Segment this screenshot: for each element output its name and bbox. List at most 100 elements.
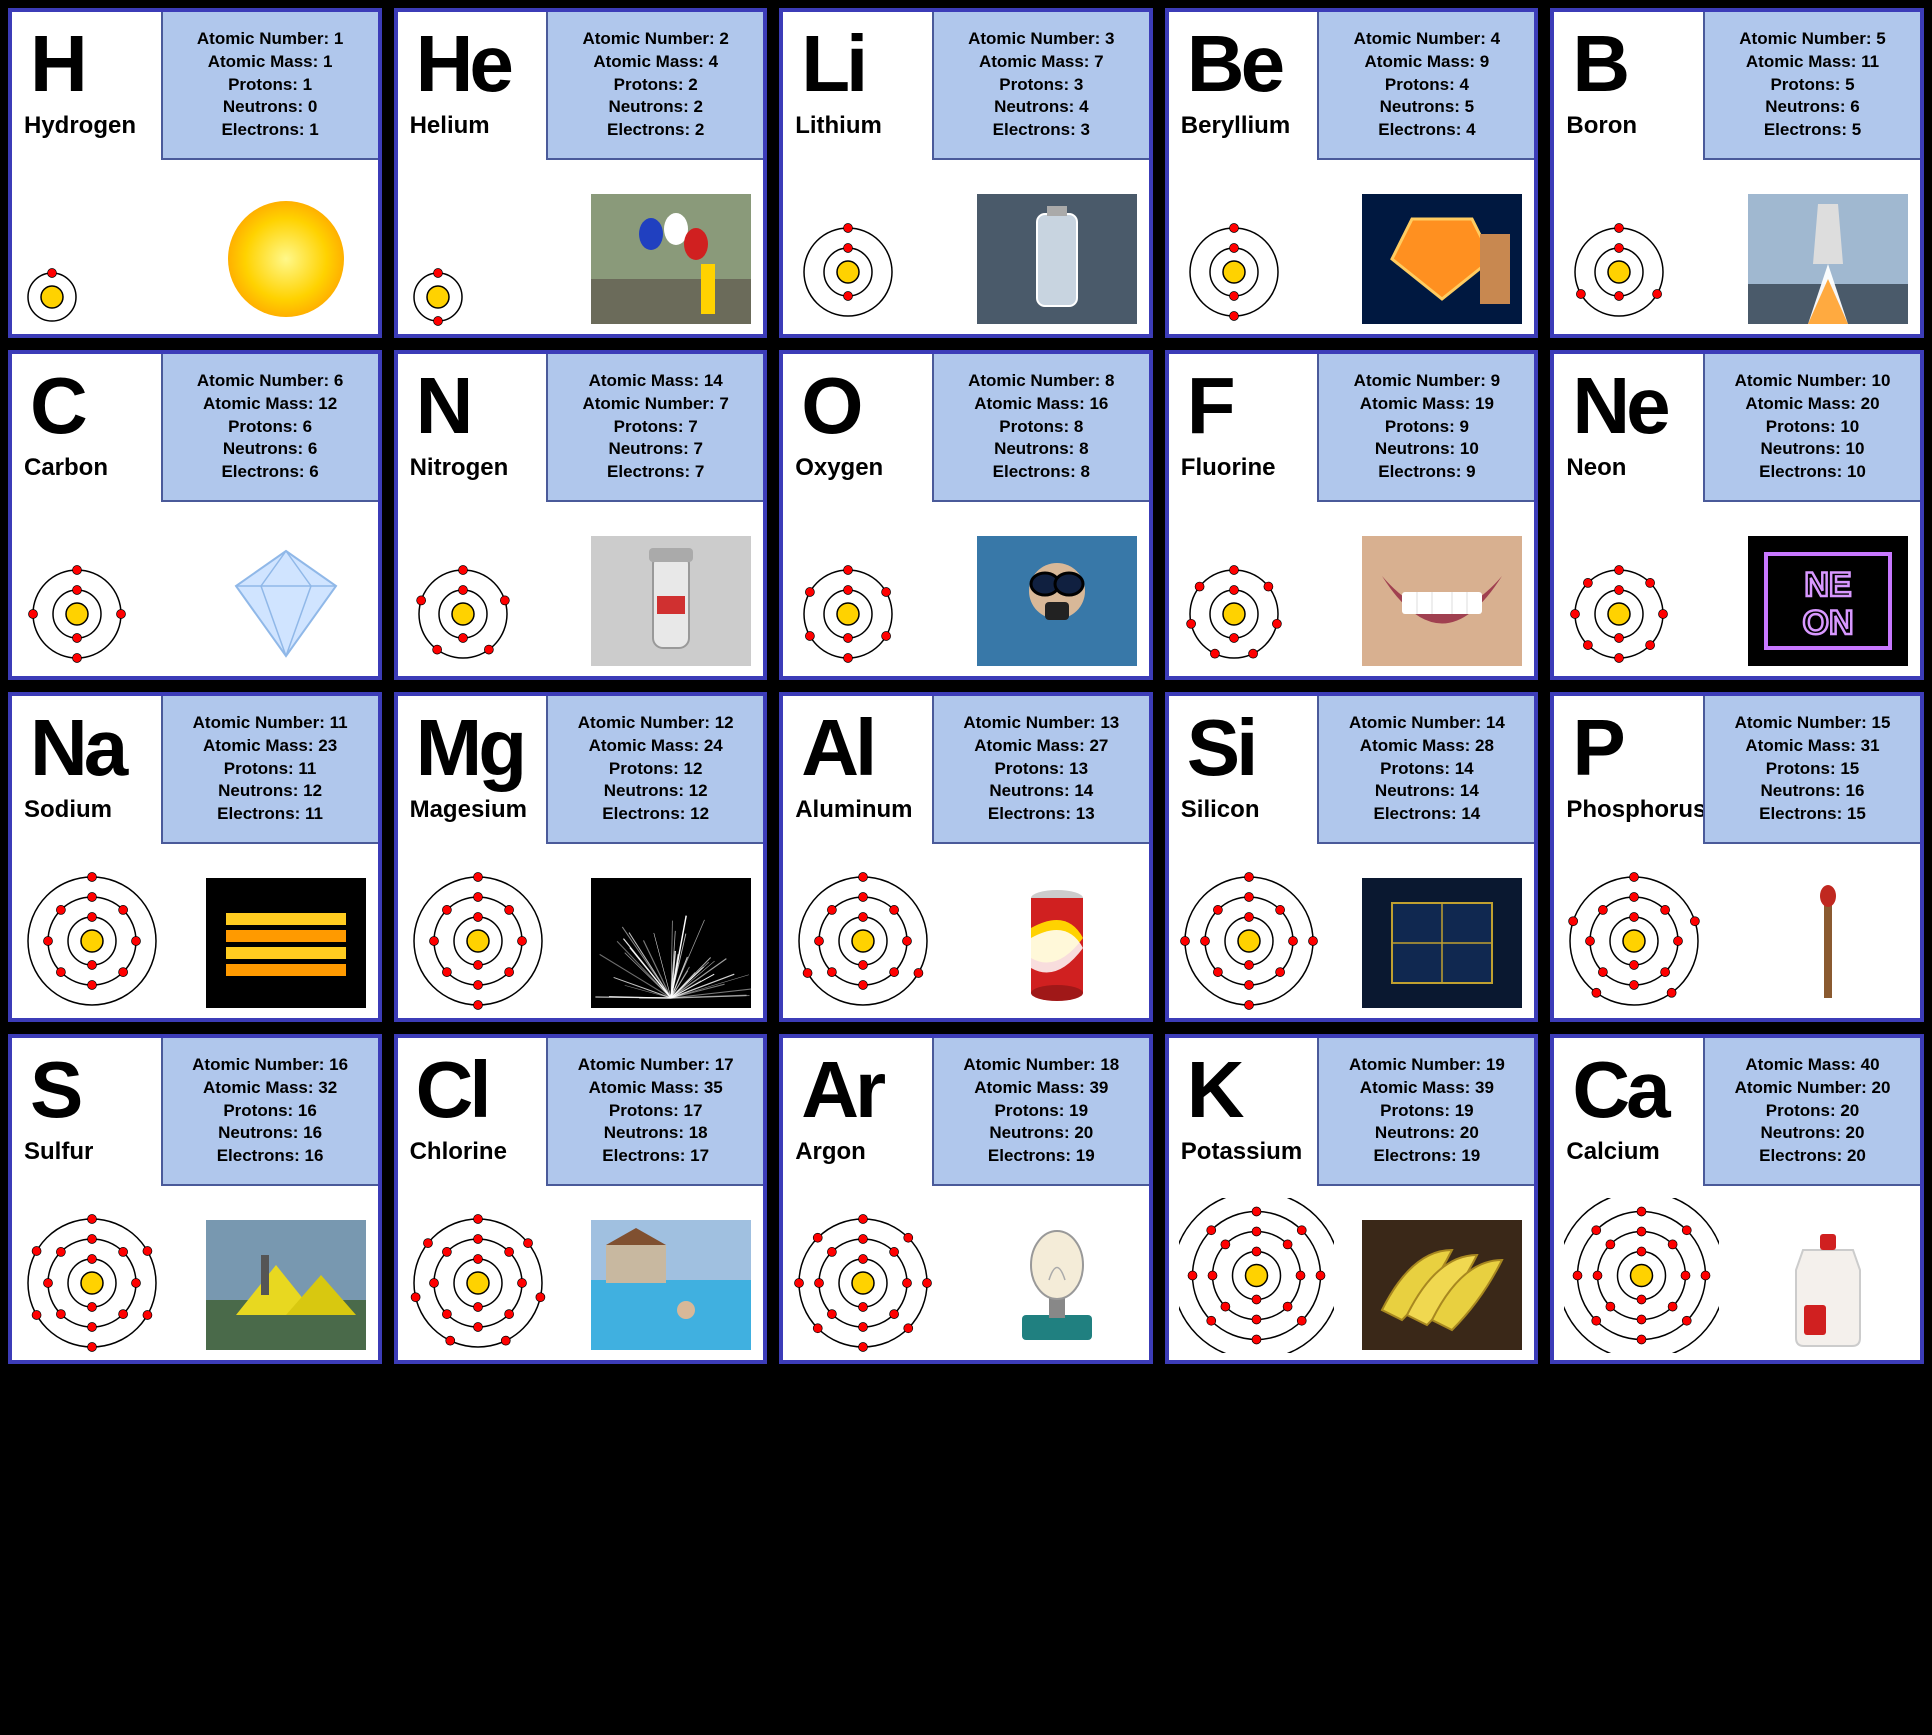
info-box: Atomic Number: 1Atomic Mass: 1Protons: 1… [161, 12, 378, 160]
info-atomic-number: Atomic Number: 12 [578, 712, 734, 735]
info-neutrons: Neutrons: 12 [218, 780, 322, 803]
example-image-icon [206, 878, 366, 1008]
bohr-model-icon [793, 871, 933, 1016]
info-electrons: Electrons: 9 [1378, 461, 1475, 484]
info-neutrons: Neutrons: 14 [1375, 780, 1479, 803]
info-neutrons: Neutrons: 8 [994, 438, 1088, 461]
element-symbol: Ne [1572, 360, 1666, 452]
element-card-f: F Fluorine Atomic Number: 9Atomic Mass: … [1165, 350, 1539, 680]
bohr-model-icon [408, 559, 518, 674]
info-atomic-number: Atomic Number: 2 [582, 28, 728, 51]
element-card-p: P Phosphorus Atomic Number: 15Atomic Mas… [1550, 692, 1924, 1022]
info-atomic-number: Atomic Number: 11 [193, 712, 348, 735]
element-card-n: N Nitrogen Atomic Mass: 14Atomic Number:… [394, 350, 768, 680]
info-atomic-number: Atomic Number: 14 [1349, 712, 1505, 735]
element-card-mg: Mg Magesium Atomic Number: 12Atomic Mass… [394, 692, 768, 1022]
element-name: Carbon [24, 454, 108, 482]
info-neutrons: Neutrons: 20 [1375, 1122, 1479, 1145]
element-symbol: S [30, 1044, 79, 1136]
info-protons: Protons: 10 [1766, 416, 1860, 439]
info-box: Atomic Number: 10Atomic Mass: 20Protons:… [1703, 354, 1920, 502]
bohr-model-icon [1179, 217, 1289, 332]
element-name: Sulfur [24, 1138, 93, 1166]
element-symbol: P [1572, 702, 1621, 794]
info-atomic-mass: Atomic Mass: 28 [1360, 735, 1494, 758]
element-symbol: C [30, 360, 84, 452]
info-protons: Protons: 14 [1380, 758, 1474, 781]
info-box: Atomic Number: 15Atomic Mass: 31Protons:… [1703, 696, 1920, 844]
info-electrons: Electrons: 13 [988, 803, 1095, 826]
info-box: Atomic Number: 13Atomic Mass: 27Protons:… [932, 696, 1149, 844]
info-protons: Protons: 5 [1770, 74, 1854, 97]
info-atomic-mass: Atomic Mass: 19 [1360, 393, 1494, 416]
element-card-b: B Boron Atomic Number: 5Atomic Mass: 11P… [1550, 8, 1924, 338]
element-symbol: B [1572, 18, 1626, 110]
info-box: Atomic Mass: 14Atomic Number: 7Protons: … [546, 354, 763, 502]
example-image-icon [206, 536, 366, 666]
example-image-icon [1362, 536, 1522, 666]
info-atomic-number: Atomic Number: 8 [968, 370, 1114, 393]
info-electrons: Electrons: 3 [993, 119, 1090, 142]
element-symbol: N [416, 360, 470, 452]
element-card-k: K Potassium Atomic Number: 19Atomic Mass… [1165, 1034, 1539, 1364]
element-card-be: Be Beryllium Atomic Number: 4Atomic Mass… [1165, 8, 1539, 338]
info-neutrons: Neutrons: 6 [1765, 96, 1859, 119]
element-name: Magesium [410, 796, 527, 824]
info-protons: Protons: 17 [609, 1100, 703, 1123]
info-electrons: Electrons: 17 [602, 1145, 709, 1168]
info-neutrons: Neutrons: 7 [608, 438, 702, 461]
info-atomic-number: Atomic Number: 16 [192, 1054, 348, 1077]
element-symbol: Mg [416, 702, 524, 794]
element-symbol: Ca [1572, 1044, 1666, 1136]
element-symbol: Ar [801, 1044, 882, 1136]
example-image-icon [591, 536, 751, 666]
bohr-model-icon [22, 559, 132, 674]
info-atomic-number: Atomic Number: 15 [1735, 712, 1891, 735]
info-protons: Protons: 1 [228, 74, 312, 97]
info-atomic-mass: Atomic Mass: 32 [203, 1077, 337, 1100]
info-protons: Protons: 13 [995, 758, 1089, 781]
info-atomic-mass: Atomic Mass: 7 [979, 51, 1104, 74]
bohr-model-icon [1564, 217, 1674, 332]
example-image-icon [1362, 878, 1522, 1008]
info-atomic-number: Atomic Number: 4 [1354, 28, 1500, 51]
info-neutrons: Neutrons: 10 [1375, 438, 1479, 461]
info-box: Atomic Number: 3Atomic Mass: 7Protons: 3… [932, 12, 1149, 160]
element-name: Silicon [1181, 796, 1260, 824]
example-image-icon: NEON [1748, 536, 1908, 666]
bohr-model-icon [1179, 1198, 1334, 1358]
info-protons: Protons: 19 [1380, 1100, 1474, 1123]
bohr-model-icon [408, 871, 548, 1016]
info-atomic-mass: Atomic Mass: 39 [974, 1077, 1108, 1100]
info-atomic-mass: Atomic Mass: 40 [1745, 1054, 1879, 1077]
bohr-model-icon [1564, 559, 1674, 674]
info-atomic-mass: Atomic Mass: 11 [1746, 51, 1879, 74]
info-electrons: Electrons: 6 [221, 461, 318, 484]
element-name: Nitrogen [410, 454, 509, 482]
info-atomic-mass: Atomic Mass: 35 [589, 1077, 723, 1100]
example-image-icon [591, 194, 751, 324]
info-protons: Protons: 2 [614, 74, 698, 97]
element-name: Hydrogen [24, 112, 136, 140]
info-atomic-mass: Atomic Mass: 12 [203, 393, 337, 416]
info-protons: Protons: 4 [1385, 74, 1469, 97]
info-electrons: Electrons: 14 [1374, 803, 1481, 826]
info-box: Atomic Number: 4Atomic Mass: 9Protons: 4… [1317, 12, 1534, 160]
example-image-icon [1748, 194, 1908, 324]
element-card-c: C Carbon Atomic Number: 6Atomic Mass: 12… [8, 350, 382, 680]
bohr-model-icon [793, 217, 903, 332]
bohr-model-icon [22, 1213, 162, 1358]
info-atomic-mass: Atomic Mass: 31 [1745, 735, 1879, 758]
info-neutrons: Neutrons: 2 [608, 96, 702, 119]
bohr-model-icon [1564, 871, 1704, 1016]
element-symbol: Li [801, 18, 864, 110]
element-symbol: Al [801, 702, 873, 794]
element-card-he: He Helium Atomic Number: 2Atomic Mass: 4… [394, 8, 768, 338]
example-image-icon [206, 1220, 366, 1350]
info-atomic-number: Atomic Number: 19 [1349, 1054, 1505, 1077]
info-neutrons: Neutrons: 16 [1761, 780, 1865, 803]
info-atomic-mass: Atomic Mass: 1 [208, 51, 333, 74]
info-atomic-number: Atomic Number: 9 [1354, 370, 1500, 393]
svg-text:NE: NE [1804, 566, 1851, 604]
bohr-model-icon [408, 267, 468, 332]
